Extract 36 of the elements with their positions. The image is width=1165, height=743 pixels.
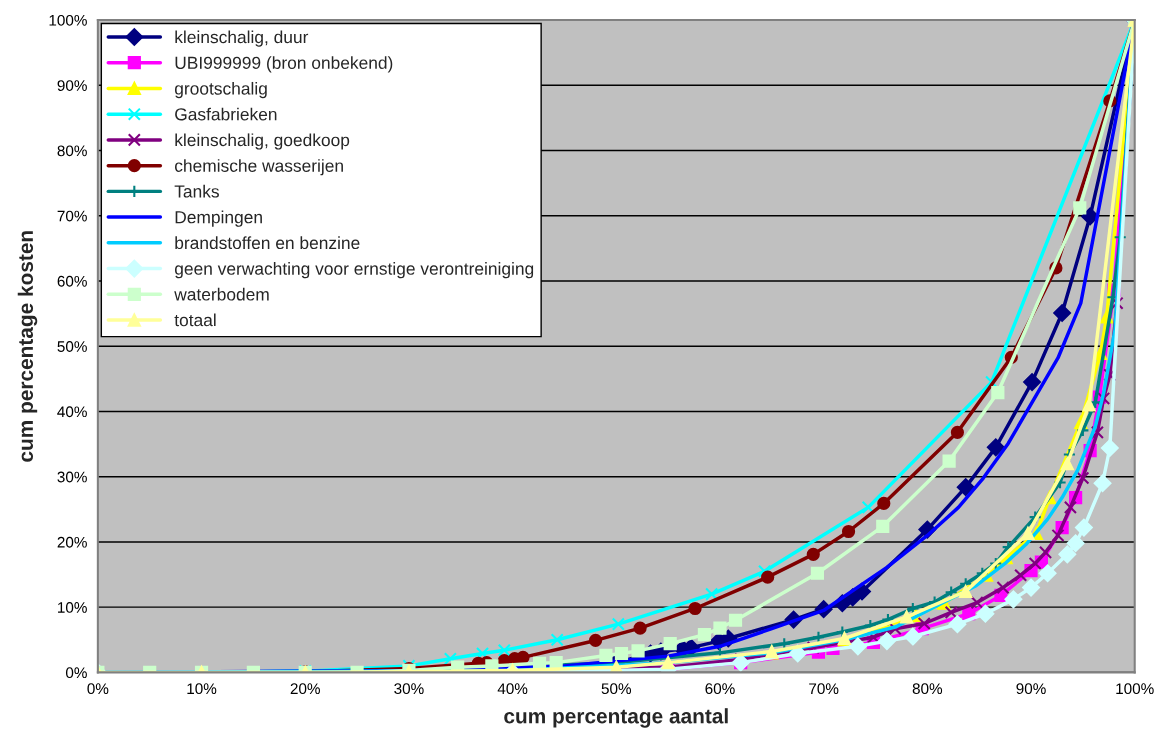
x-tick-label: 30% (394, 683, 424, 695)
x-tick-label: 80% (912, 683, 943, 695)
legend-label: kleinschalig, duur (175, 30, 309, 47)
y-tick-label: 100% (49, 14, 87, 26)
x-tick-label: 100% (1116, 683, 1154, 695)
y-tick-label: 10% (58, 602, 87, 613)
y-tick-label: 60% (57, 275, 87, 287)
y-tick-label: 50% (57, 341, 87, 352)
y-tick-label: 0% (65, 667, 87, 679)
legend-label: geen verwachting voor ernstige verontreiniging (174, 262, 534, 279)
legend-label: brandstoffen en benzine (175, 236, 360, 250)
legend-label: chemische wasserijen (174, 159, 343, 176)
y-tick-label: 20% (57, 536, 87, 548)
x-tick-label: 90% (1016, 683, 1046, 695)
legend-label: totaal (174, 313, 216, 327)
y-tick-label: 30% (57, 471, 87, 483)
legend-label: Gasfabrieken (175, 107, 277, 121)
legend-label: waterbodem (174, 287, 269, 301)
x-axis-title: cum percentage aantal (504, 708, 728, 728)
y-tick-label: 80% (57, 145, 87, 157)
y-tick-label: 40% (57, 406, 87, 418)
legend-label: Tanks (174, 184, 219, 198)
legend-label: UBI999999 (bron onbekend) (175, 56, 393, 73)
x-tick-label: 0% (87, 683, 109, 695)
x-tick-label: 20% (290, 683, 320, 695)
y-tick-label: 70% (57, 210, 87, 222)
x-tick-label: 70% (809, 683, 839, 695)
y-tick-label: 90% (57, 80, 87, 91)
legend-label: kleinschalig, goedkoop (175, 133, 350, 150)
legend-label: Dempingen (175, 210, 262, 227)
y-axis-title: cum percentage kosten (17, 231, 38, 462)
legend-label: grootschalig (174, 81, 267, 99)
x-tick-label: 40% (497, 683, 528, 695)
x-tick-label: 50% (601, 683, 632, 695)
x-tick-label: 10% (187, 683, 217, 695)
x-tick-label: 60% (705, 683, 735, 695)
